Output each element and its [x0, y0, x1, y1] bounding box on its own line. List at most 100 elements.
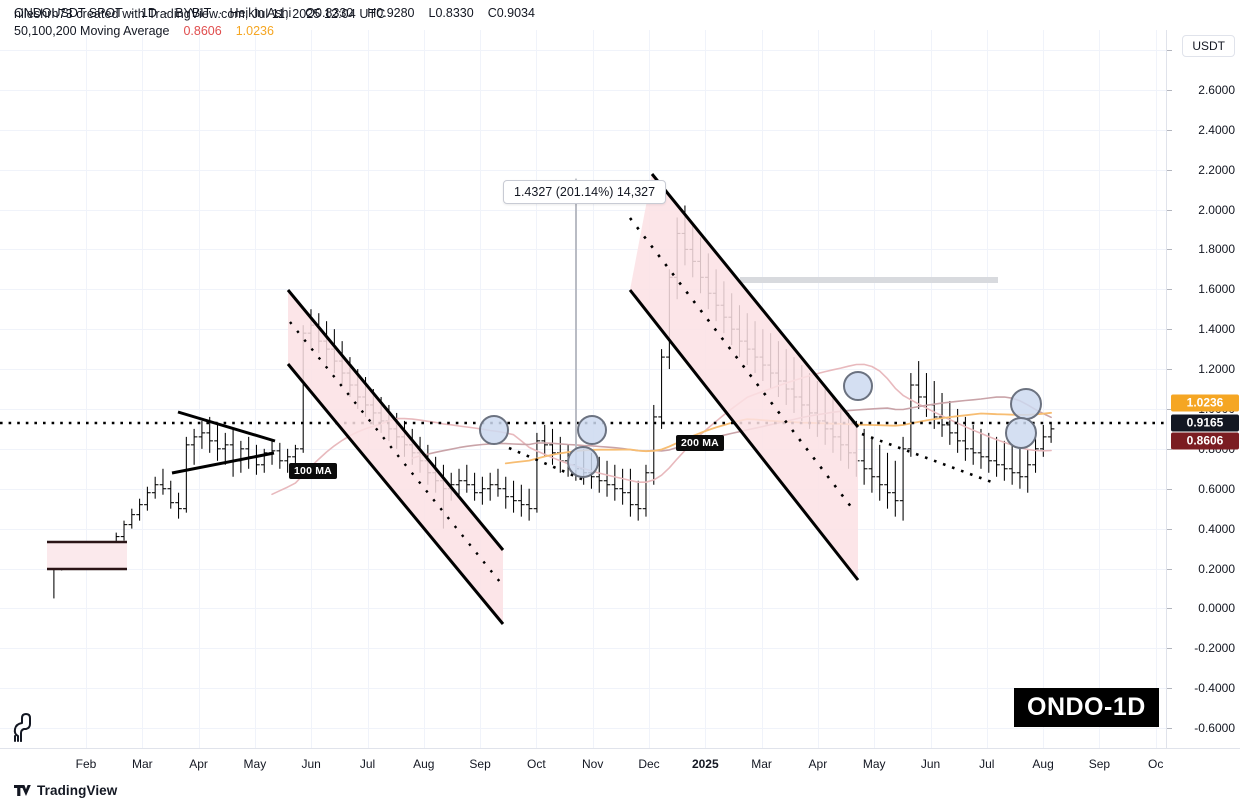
vertical-gridline	[593, 30, 594, 748]
attribution-bar: nileshrh73 created with TradingView.com,…	[0, 0, 1240, 30]
price-tick-mark	[1167, 289, 1172, 291]
horizontal-gridline	[0, 90, 1166, 91]
chart-pane[interactable]: 100 MA 200 MA 1.4327 (201.14%) 14,327 ON…	[0, 30, 1166, 748]
price-tick-mark	[1167, 329, 1172, 331]
price-tick-mark	[1167, 648, 1172, 650]
marker-circle-2[interactable]	[577, 415, 607, 445]
price-tick-label: 0.0000	[1198, 601, 1235, 616]
time-tick-label: Oc	[1148, 757, 1164, 771]
time-tick-label: Oct	[527, 757, 546, 771]
horizontal-gridline	[0, 608, 1166, 609]
horizontal-gridline	[0, 50, 1166, 51]
time-tick-label: Sep	[469, 757, 491, 771]
time-tick-label: Aug	[1032, 757, 1054, 771]
price-tick-label: 1.8000	[1198, 242, 1235, 257]
time-tick-label: Aug	[413, 757, 435, 771]
price-tick-mark	[1167, 89, 1172, 91]
time-tick-label: Sep	[1088, 757, 1111, 771]
tradingview-logo[interactable]: TradingView	[14, 783, 117, 798]
vertical-gridline	[255, 30, 256, 748]
price-axis[interactable]: 2.80002.60002.40002.20002.00001.80001.60…	[1166, 30, 1240, 748]
ma-200-price-tag[interactable]: 1.0236	[1171, 394, 1239, 412]
price-tick-mark	[1167, 209, 1172, 211]
vertical-gridline	[1099, 30, 1100, 748]
time-tick-label: May	[862, 757, 886, 771]
horizontal-gridline	[0, 529, 1166, 530]
price-tick-label: 0.2000	[1198, 561, 1235, 576]
price-tick-mark	[1167, 169, 1172, 171]
horizontal-gridline	[0, 728, 1166, 729]
price-tick-mark	[1167, 408, 1172, 410]
price-tick-mark	[1167, 369, 1172, 371]
horizontal-gridline	[0, 210, 1166, 211]
marker-circle-4[interactable]	[843, 371, 873, 401]
price-tick-mark	[1167, 568, 1172, 570]
time-tick-label: May	[243, 757, 267, 771]
vertical-gridline	[199, 30, 200, 748]
tradingview-mark-icon	[14, 784, 31, 796]
horizontal-gridline	[0, 329, 1166, 330]
horizontal-gridline	[0, 688, 1166, 689]
time-tick-label: Jul	[359, 757, 376, 771]
price-tick-label: -0.4000	[1194, 681, 1235, 696]
horizontal-gridline	[0, 170, 1166, 171]
horizontal-gridline	[0, 409, 1166, 410]
price-tick-mark	[1167, 49, 1172, 51]
price-tick-label: 1.2000	[1198, 362, 1235, 377]
vertical-gridline	[480, 30, 481, 748]
vertical-gridline	[987, 30, 988, 748]
vertical-gridline	[86, 30, 87, 748]
vertical-gridline	[705, 30, 706, 748]
ma-200-label[interactable]: 200 MA	[676, 435, 724, 451]
price-tick-mark	[1167, 728, 1172, 730]
price-tick-label: 2.4000	[1198, 122, 1235, 137]
price-tick-mark	[1167, 249, 1172, 251]
measure-callout-label[interactable]: 1.4327 (201.14%) 14,327	[503, 180, 667, 204]
dinosaur-icon	[13, 713, 31, 742]
price-tick-label: -0.6000	[1194, 721, 1235, 736]
marker-circle-5[interactable]	[1010, 388, 1042, 420]
time-tick-label: Mar	[751, 757, 772, 771]
price-tick-label: 2.2000	[1198, 162, 1235, 177]
vertical-gridline	[424, 30, 425, 748]
price-tick-mark	[1167, 608, 1172, 610]
vertical-gridline	[142, 30, 143, 748]
time-tick-label: Apr	[808, 757, 828, 771]
vertical-gridline	[536, 30, 537, 748]
price-tick-label: -0.2000	[1194, 641, 1235, 656]
time-tick-label: Jul	[979, 757, 995, 771]
price-tick-mark	[1167, 448, 1172, 450]
time-tick-label: Apr	[189, 757, 208, 771]
horizontal-gridline	[0, 569, 1166, 570]
last-price-tag[interactable]: 0.9165	[1171, 414, 1239, 432]
time-axis[interactable]: Feb Mar Apr May Jun Jul Aug Sep Oct Nov Dec 2025 Mar…	[0, 748, 1240, 778]
attribution-text: nileshrh73 created with TradingView.com,…	[14, 7, 386, 21]
horizontal-gridline	[0, 369, 1166, 370]
vertical-gridline	[1156, 30, 1157, 748]
price-tick-mark	[1167, 129, 1172, 131]
price-tick-label: 0.4000	[1198, 521, 1235, 536]
price-tick-mark	[1167, 688, 1172, 690]
marker-circle-6[interactable]	[1005, 417, 1037, 449]
vertical-gridline	[1043, 30, 1044, 748]
time-tick-label: Jun	[920, 757, 941, 771]
price-tick-mark	[1167, 528, 1172, 530]
price-tick-mark	[1167, 488, 1172, 490]
drawings-layer[interactable]	[0, 30, 1166, 748]
time-tick-label: Feb	[75, 757, 97, 771]
horizontal-gridline	[0, 289, 1166, 290]
vertical-gridline	[649, 30, 650, 748]
price-tick-label: 2.0000	[1198, 202, 1235, 217]
footer-bar: TradingView	[0, 777, 1240, 808]
chart-watermark: ONDO-1D	[1014, 688, 1159, 727]
time-tick-label: Mar	[131, 757, 153, 771]
marker-circle-3[interactable]	[567, 446, 599, 478]
marker-circle-1[interactable]	[479, 415, 509, 445]
time-tick-label: Jun	[301, 757, 321, 771]
ma-100-label[interactable]: 100 MA	[289, 463, 337, 479]
time-tick-label: Dec	[638, 757, 660, 771]
currency-badge[interactable]: USDT	[1182, 35, 1235, 57]
vertical-gridline	[874, 30, 875, 748]
ma-100-price-tag[interactable]: 0.8606	[1171, 432, 1239, 450]
price-tick-label: 1.6000	[1198, 282, 1235, 297]
